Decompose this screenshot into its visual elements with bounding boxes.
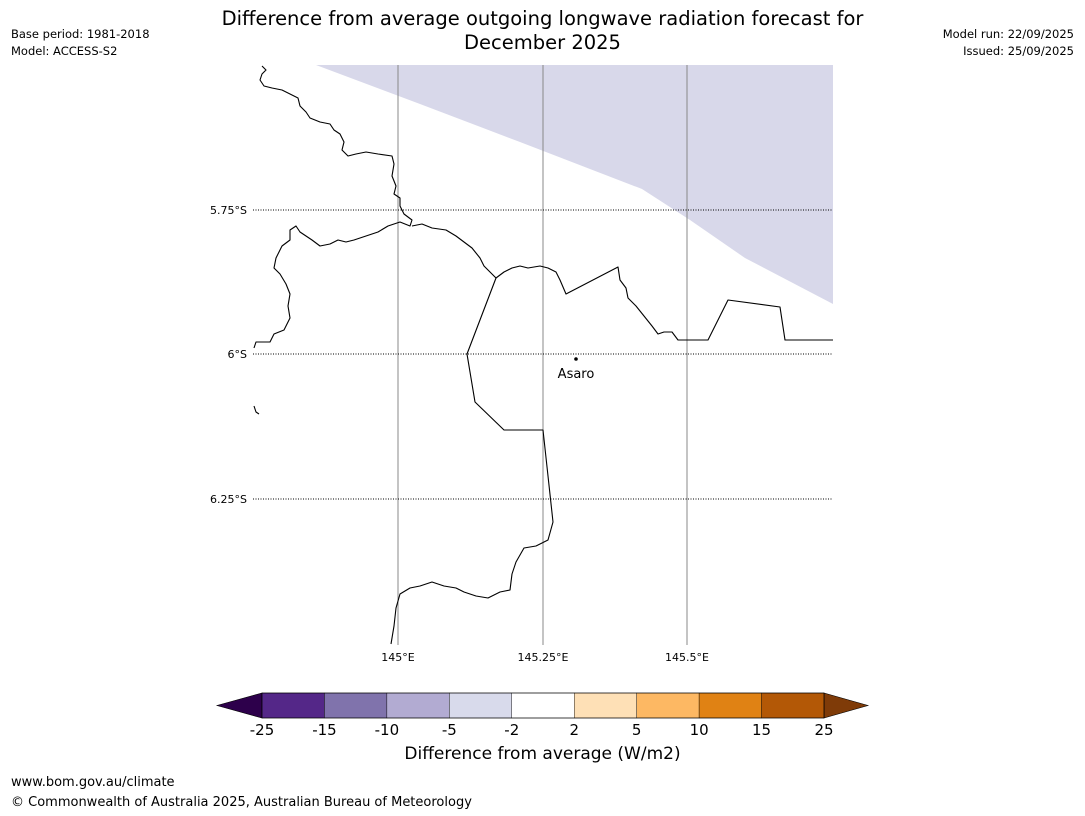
colorbar-segment: [761, 692, 825, 719]
colorbar-segment: [324, 692, 388, 719]
boundary-line-east: [411, 223, 833, 341]
colorbar-tick-label: 15: [752, 721, 771, 739]
colorbar-tick-labels: -25 -15 -10 -5 -2 2 5 10 15 25: [250, 721, 834, 739]
model-run: Model run: 22/09/2025: [942, 27, 1074, 41]
lon-label-145-25e: 145.25°E: [518, 651, 569, 664]
colorbar-segment: [449, 692, 512, 719]
boundary-line-island: [253, 405, 260, 415]
lat-label-6-25s: 6.25°S: [210, 493, 247, 506]
colorbar-segment: [698, 692, 762, 719]
lat-label-6s: 6°S: [228, 348, 247, 361]
colorbar-extend-high: [823, 692, 870, 719]
colorbar-tick-label: -5: [442, 721, 457, 739]
footer-copyright: © Commonwealth of Australia 2025, Austra…: [11, 795, 472, 810]
colorbar-title: Difference from average (W/m2): [404, 744, 681, 764]
lon-label-145-5e: 145.5°E: [665, 651, 709, 664]
title-line-1: Difference from average outgoing longwav…: [221, 7, 864, 30]
colorbar-tick-label: -25: [250, 721, 275, 739]
colorbar-segment: [574, 692, 637, 719]
lon-label-145e: 145°E: [381, 651, 414, 664]
boundary-line-north: [253, 65, 413, 349]
model-name: Model: ACCESS-S2: [11, 44, 118, 58]
colorbar-segment: [511, 692, 575, 719]
colorbar-extend-low: [215, 692, 263, 719]
colorbar-segment: [636, 692, 700, 719]
base-period: Base period: 1981-2018: [11, 27, 150, 41]
lat-label-5-75s: 5.75°S: [210, 204, 247, 217]
colorbar-tick-label: -10: [375, 721, 400, 739]
run-info: Model run: 22/09/2025 Issued: 25/09/2025: [943, 26, 1074, 60]
model-info: Base period: 1981-2018 Model: ACCESS-S2: [11, 26, 150, 60]
anomaly-region: [316, 65, 833, 304]
colorbar-tick-label: 5: [632, 721, 642, 739]
colorbar-tick-label: 25: [814, 721, 833, 739]
colorbar-segments: [261, 692, 825, 719]
colorbar-tick-label: -2: [504, 721, 519, 739]
colorbar-frame: [261, 692, 825, 719]
chart-title: Difference from average outgoing longwav…: [180, 7, 905, 55]
footer-url[interactable]: www.bom.gov.au/climate: [11, 775, 175, 790]
town-dot-icon: [574, 357, 578, 361]
colorbar-tick-label: 2: [569, 721, 579, 739]
boundary-line-south: [390, 277, 554, 645]
title-line-2: December 2025: [464, 31, 621, 54]
issued-date: Issued: 25/09/2025: [963, 44, 1074, 58]
colorbar-segment: [261, 692, 325, 719]
town-label-asaro: Asaro: [558, 367, 595, 382]
colorbar-tick-label: -15: [312, 721, 337, 739]
colorbar-segment: [386, 692, 450, 719]
colorbar-tick-label: 10: [690, 721, 709, 739]
